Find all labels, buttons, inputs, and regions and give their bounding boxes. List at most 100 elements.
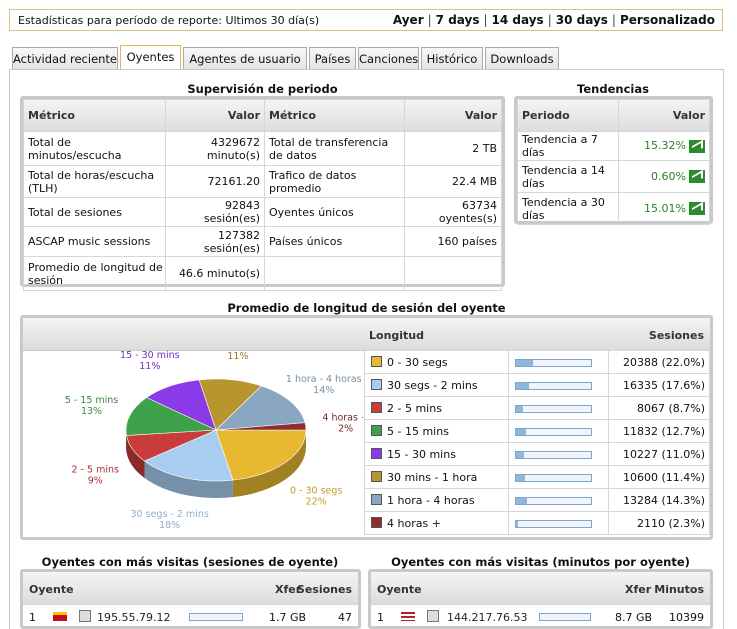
pie-label: 1 hora - 4 horas bbox=[286, 374, 362, 385]
progress-bar bbox=[515, 358, 592, 367]
trend-up-icon bbox=[689, 202, 705, 216]
metric-label: Total de transferencia de datos bbox=[264, 131, 405, 166]
report-period-bar: Estadísticas para período de reporte: Ul… bbox=[9, 9, 723, 31]
pie-label: 4 horas + bbox=[322, 412, 363, 423]
metric-value: 46.6 minuto(s) bbox=[165, 256, 265, 291]
length-label: 1 hora - 4 horas bbox=[387, 493, 475, 507]
sessions-value: 11832 (12.7%) bbox=[608, 419, 710, 443]
col-valor: Valor bbox=[618, 99, 710, 132]
tab-actividad-reciente[interactable]: Actividad reciente bbox=[12, 47, 118, 69]
table-header-row: Oyente Xfer Minutos bbox=[371, 572, 710, 604]
session-length-row: 5 - 15 mins 11832 (12.7%) bbox=[364, 419, 710, 443]
legend-swatch bbox=[371, 424, 382, 436]
info-icon[interactable] bbox=[427, 610, 439, 622]
listener-ip[interactable]: 195.55.79.12 bbox=[97, 611, 171, 624]
trend-period: Tendencia a 14 días bbox=[517, 160, 619, 193]
length-label: 2 - 5 mins bbox=[387, 401, 442, 415]
col-xfer: Xfer bbox=[275, 583, 302, 596]
metric-label: Trafico de datos promedio bbox=[264, 165, 405, 198]
legend-swatch bbox=[371, 401, 382, 413]
period-link-14-days[interactable]: 14 days bbox=[491, 13, 544, 27]
tab-downloads[interactable]: Downloads bbox=[485, 47, 559, 69]
col-periodo: Periodo bbox=[517, 99, 619, 132]
period-link-personalizado[interactable]: Personalizado bbox=[619, 13, 715, 27]
trend-value: 15.32% bbox=[644, 139, 686, 153]
tab-paises[interactable]: Países bbox=[309, 47, 356, 69]
top-minutes-box: Oyente Xfer Minutos 1 144.217.76.53 8.7 … bbox=[368, 569, 713, 629]
session-length-row: 30 segs - 2 mins 16335 (17.6%) bbox=[364, 373, 710, 397]
table-row: Promedio de longitud de sesión 46.6 minu… bbox=[23, 256, 502, 291]
period-links: Ayer | 7 days | 14 days | 30 days | Personalizad… bbox=[392, 13, 715, 27]
pie-label: 5 - 15 mins bbox=[65, 395, 119, 406]
pie-slice bbox=[125, 397, 217, 436]
col-oyente: Oyente bbox=[29, 583, 74, 596]
supervision-box: Métrico Valor Métrico Valor Total de min… bbox=[20, 96, 505, 291]
tab-agentes-de-usuario[interactable]: Agentes de usuario bbox=[183, 47, 307, 69]
session-length-title: Promedio de longitud de sesión del oyent… bbox=[227, 301, 506, 315]
col-sesiones: Sesiones bbox=[296, 583, 352, 596]
pie-percent-label: 18% bbox=[159, 520, 180, 531]
metric-value: 22.4 MB bbox=[404, 165, 502, 198]
progress-bar bbox=[515, 473, 592, 482]
pie-percent-label: 22% bbox=[306, 496, 327, 507]
table-row: 1 144.217.76.53 8.7 GB 10399 bbox=[371, 604, 710, 627]
progress-bar bbox=[515, 519, 592, 528]
legend-swatch bbox=[371, 493, 382, 505]
progress-bar bbox=[539, 613, 591, 621]
table-row: Total de horas/escucha (TLH) 72161.20 Tr… bbox=[23, 165, 502, 198]
minutes-value: 10399 bbox=[669, 611, 704, 624]
pie-slice bbox=[198, 378, 262, 431]
sessions-value: 13284 (14.3%) bbox=[608, 488, 710, 512]
trend-period: Tendencia a 30 días bbox=[517, 192, 619, 225]
col-metrico-2: Métrico bbox=[264, 99, 405, 132]
session-length-row: 30 mins - 1 hora 10600 (11.4%) bbox=[364, 465, 710, 489]
top-sessions-box: Oyente Xfer Sesiones 1 195.55.79.12 1.7 … bbox=[20, 569, 361, 629]
info-icon[interactable] bbox=[79, 610, 91, 622]
progress-bar bbox=[515, 381, 592, 390]
sessions-value: 10227 (11.0%) bbox=[608, 442, 710, 466]
table-row: Total de sesiones 92843 sesión(es) Oyent… bbox=[23, 197, 502, 227]
period-link-30-days[interactable]: 30 days bbox=[555, 13, 608, 27]
col-minutos: Minutos bbox=[654, 583, 704, 596]
tendencias-table: Periodo Valor Tendencia a 7 días 15.32% … bbox=[517, 99, 710, 225]
sessions-value: 2110 (2.3%) bbox=[608, 511, 710, 535]
col-xfer: Xfer bbox=[625, 583, 652, 596]
metric-value: 2 TB bbox=[404, 131, 502, 166]
xfer-value: 1.7 GB bbox=[269, 611, 307, 624]
legend-swatch bbox=[371, 447, 382, 459]
pie-label: 15 - 30 mins bbox=[120, 350, 180, 361]
metric-value: 72161.20 bbox=[165, 165, 265, 198]
pie-label: 2 - 5 mins bbox=[72, 464, 119, 475]
metric-label: Total de sesiones bbox=[23, 197, 166, 227]
sessions-value: 16335 (17.6%) bbox=[608, 373, 710, 397]
session-length-row: 2 - 5 mins 8067 (8.7%) bbox=[364, 396, 710, 420]
sessions-value: 47 bbox=[338, 611, 352, 624]
listener-ip[interactable]: 144.217.76.53 bbox=[447, 611, 528, 624]
sessions-value: 8067 (8.7%) bbox=[608, 396, 710, 420]
length-label: 4 horas + bbox=[387, 516, 441, 530]
session-length-table: 0 - 30 segs 20388 (22.0%) 30 segs - 2 mins… bbox=[364, 350, 710, 535]
period-link-ayer[interactable]: Ayer bbox=[392, 13, 424, 27]
period-link-7-days[interactable]: 7 days bbox=[435, 13, 480, 27]
table-row: Tendencia a 14 días 0.60% bbox=[517, 160, 710, 193]
legend-swatch bbox=[371, 378, 382, 390]
trend-up-icon bbox=[689, 170, 705, 184]
tab-historico[interactable]: Histórico bbox=[421, 47, 483, 69]
pie-slice bbox=[215, 429, 307, 481]
legend-swatch bbox=[371, 470, 382, 482]
pie-percent-label: 2% bbox=[338, 423, 353, 434]
tab-oyentes[interactable]: Oyentes bbox=[120, 45, 181, 69]
length-label: 5 - 15 mins bbox=[387, 424, 449, 438]
top-sessions-title: Oyentes con más visitas (sesiones de oye… bbox=[41, 555, 339, 569]
metric-value: 160 países bbox=[404, 226, 502, 257]
pie-label: 0 - 30 segs bbox=[290, 485, 342, 496]
supervision-table: Métrico Valor Métrico Valor Total de min… bbox=[23, 99, 502, 291]
metric-label: Total de horas/escucha (TLH) bbox=[23, 165, 166, 198]
pie-percent-label: 13% bbox=[81, 406, 102, 417]
session-length-row: 0 - 30 segs 20388 (22.0%) bbox=[364, 350, 710, 374]
progress-bar bbox=[515, 496, 592, 505]
pie-slice bbox=[215, 422, 307, 431]
session-length-row: 15 - 30 mins 10227 (11.0%) bbox=[364, 442, 710, 466]
tab-canciones[interactable]: Canciones bbox=[358, 47, 419, 69]
pie-label: 30 mins - 1 hora bbox=[199, 350, 277, 351]
